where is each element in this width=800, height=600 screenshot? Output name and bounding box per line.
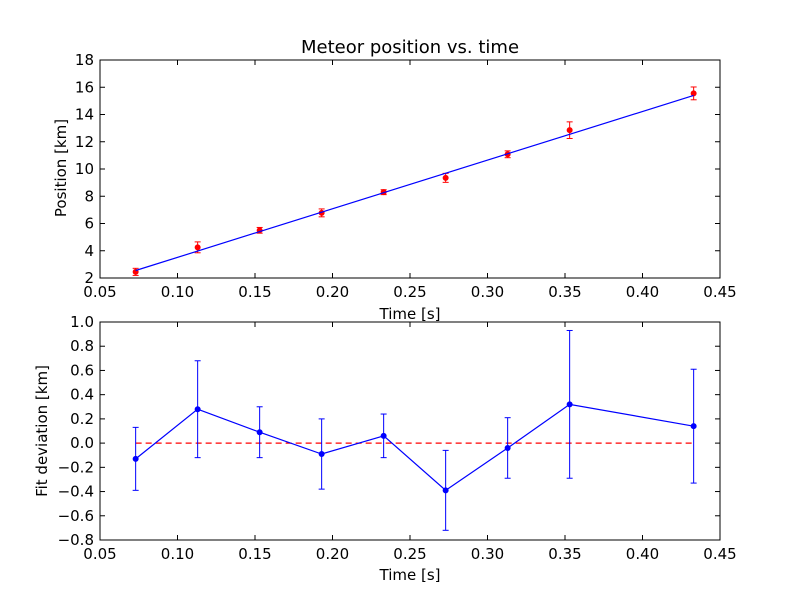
deviation-data-point: [256, 429, 263, 436]
position-x-tick-label: 0.40: [626, 283, 659, 301]
deviation-data-point: [194, 406, 201, 413]
deviation-data-point: [132, 455, 139, 462]
deviation-y-axis-label: Fit deviation [km]: [33, 365, 51, 497]
position-data-point: [194, 244, 201, 251]
deviation-data-point: [690, 423, 697, 430]
deviation-x-tick-label: 0.20: [316, 545, 349, 563]
position-data-point: [442, 174, 449, 181]
position-fit-line: [135, 94, 694, 272]
position-x-tick-label: 0.30: [471, 283, 504, 301]
position-x-tick-label: 0.20: [316, 283, 349, 301]
deviation-y-tick-label: 0.4: [70, 386, 94, 404]
deviation-y-tick-label: 1.0: [70, 313, 94, 331]
deviation-x-tick-label: 0.35: [548, 545, 581, 563]
position-x-tick-label: 0.05: [83, 283, 116, 301]
deviation-data-point: [318, 451, 325, 458]
position-y-tick-label: 4: [84, 242, 94, 260]
position-y-tick-label: 12: [75, 133, 94, 151]
position-x-axis-label: Time [s]: [379, 305, 441, 323]
position-x-tick-label: 0.10: [161, 283, 194, 301]
deviation-data-point: [504, 444, 511, 451]
deviation-axes-frame: [99, 321, 721, 541]
deviation-y-tick-label: −0.6: [58, 507, 94, 525]
deviation-y-tick-label: 0.2: [70, 410, 94, 428]
deviation-chart: 0.05 0.10 0.15 0.20 0.25 0.30 0.35 0.40 0.45 −0.8…: [33, 313, 737, 584]
position-x-tick-label: 0.45: [703, 283, 736, 301]
deviation-x-tick-label: 0.45: [703, 545, 736, 563]
position-y-tick-label: 18: [75, 51, 94, 69]
deviation-y-tick-label: 0.0: [70, 434, 94, 452]
deviation-data-point: [442, 487, 449, 494]
position-chart: Meteor position vs. time 0.05 0.10 0.15 0.2…: [52, 37, 737, 323]
position-data-point: [566, 127, 573, 134]
position-y-axis-label: Position [km]: [52, 119, 70, 217]
deviation-x-tick-label: 0.10: [161, 545, 194, 563]
position-x-tick-label: 0.15: [238, 283, 271, 301]
position-y-tick-label: 8: [84, 187, 94, 205]
deviation-y-tick-label: −0.8: [58, 531, 94, 549]
deviation-x-tick-label: 0.05: [83, 545, 116, 563]
position-x-tick-label: 0.25: [393, 283, 426, 301]
position-chart-title: Meteor position vs. time: [301, 37, 519, 58]
deviation-y-tick-label: 0.6: [70, 361, 94, 379]
deviation-x-tick-label: 0.15: [238, 545, 271, 563]
position-plot-area: 0.05 0.10 0.15 0.20 0.25 0.30 0.35 0.40 0.45 2 4 6 8…: [75, 51, 737, 301]
deviation-plot-area: 0.05 0.10 0.15 0.20 0.25 0.30 0.35 0.40 0.45 −0.8…: [58, 313, 737, 563]
position-y-tick-label: 16: [75, 78, 94, 96]
deviation-data-point: [566, 401, 573, 408]
position-x-tick-label: 0.35: [548, 283, 581, 301]
deviation-x-axis-label: Time [s]: [379, 566, 441, 584]
deviation-y-tick-label: −0.2: [58, 458, 94, 476]
position-axes-frame: [99, 59, 721, 279]
deviation-data-point: [380, 432, 387, 439]
position-y-tick-label: 6: [84, 215, 94, 233]
deviation-series-line: [135, 403, 694, 492]
position-y-tick-label: 10: [75, 160, 94, 178]
deviation-x-tick-label: 0.25: [393, 545, 426, 563]
position-y-tick-label: 14: [75, 106, 94, 124]
deviation-y-tick-label: 0.8: [70, 337, 94, 355]
position-data-point: [690, 90, 697, 97]
position-y-tick-label: 2: [84, 269, 94, 287]
deviation-x-tick-label: 0.30: [471, 545, 504, 563]
deviation-y-tick-label: −0.4: [58, 483, 94, 501]
deviation-x-tick-label: 0.40: [626, 545, 659, 563]
